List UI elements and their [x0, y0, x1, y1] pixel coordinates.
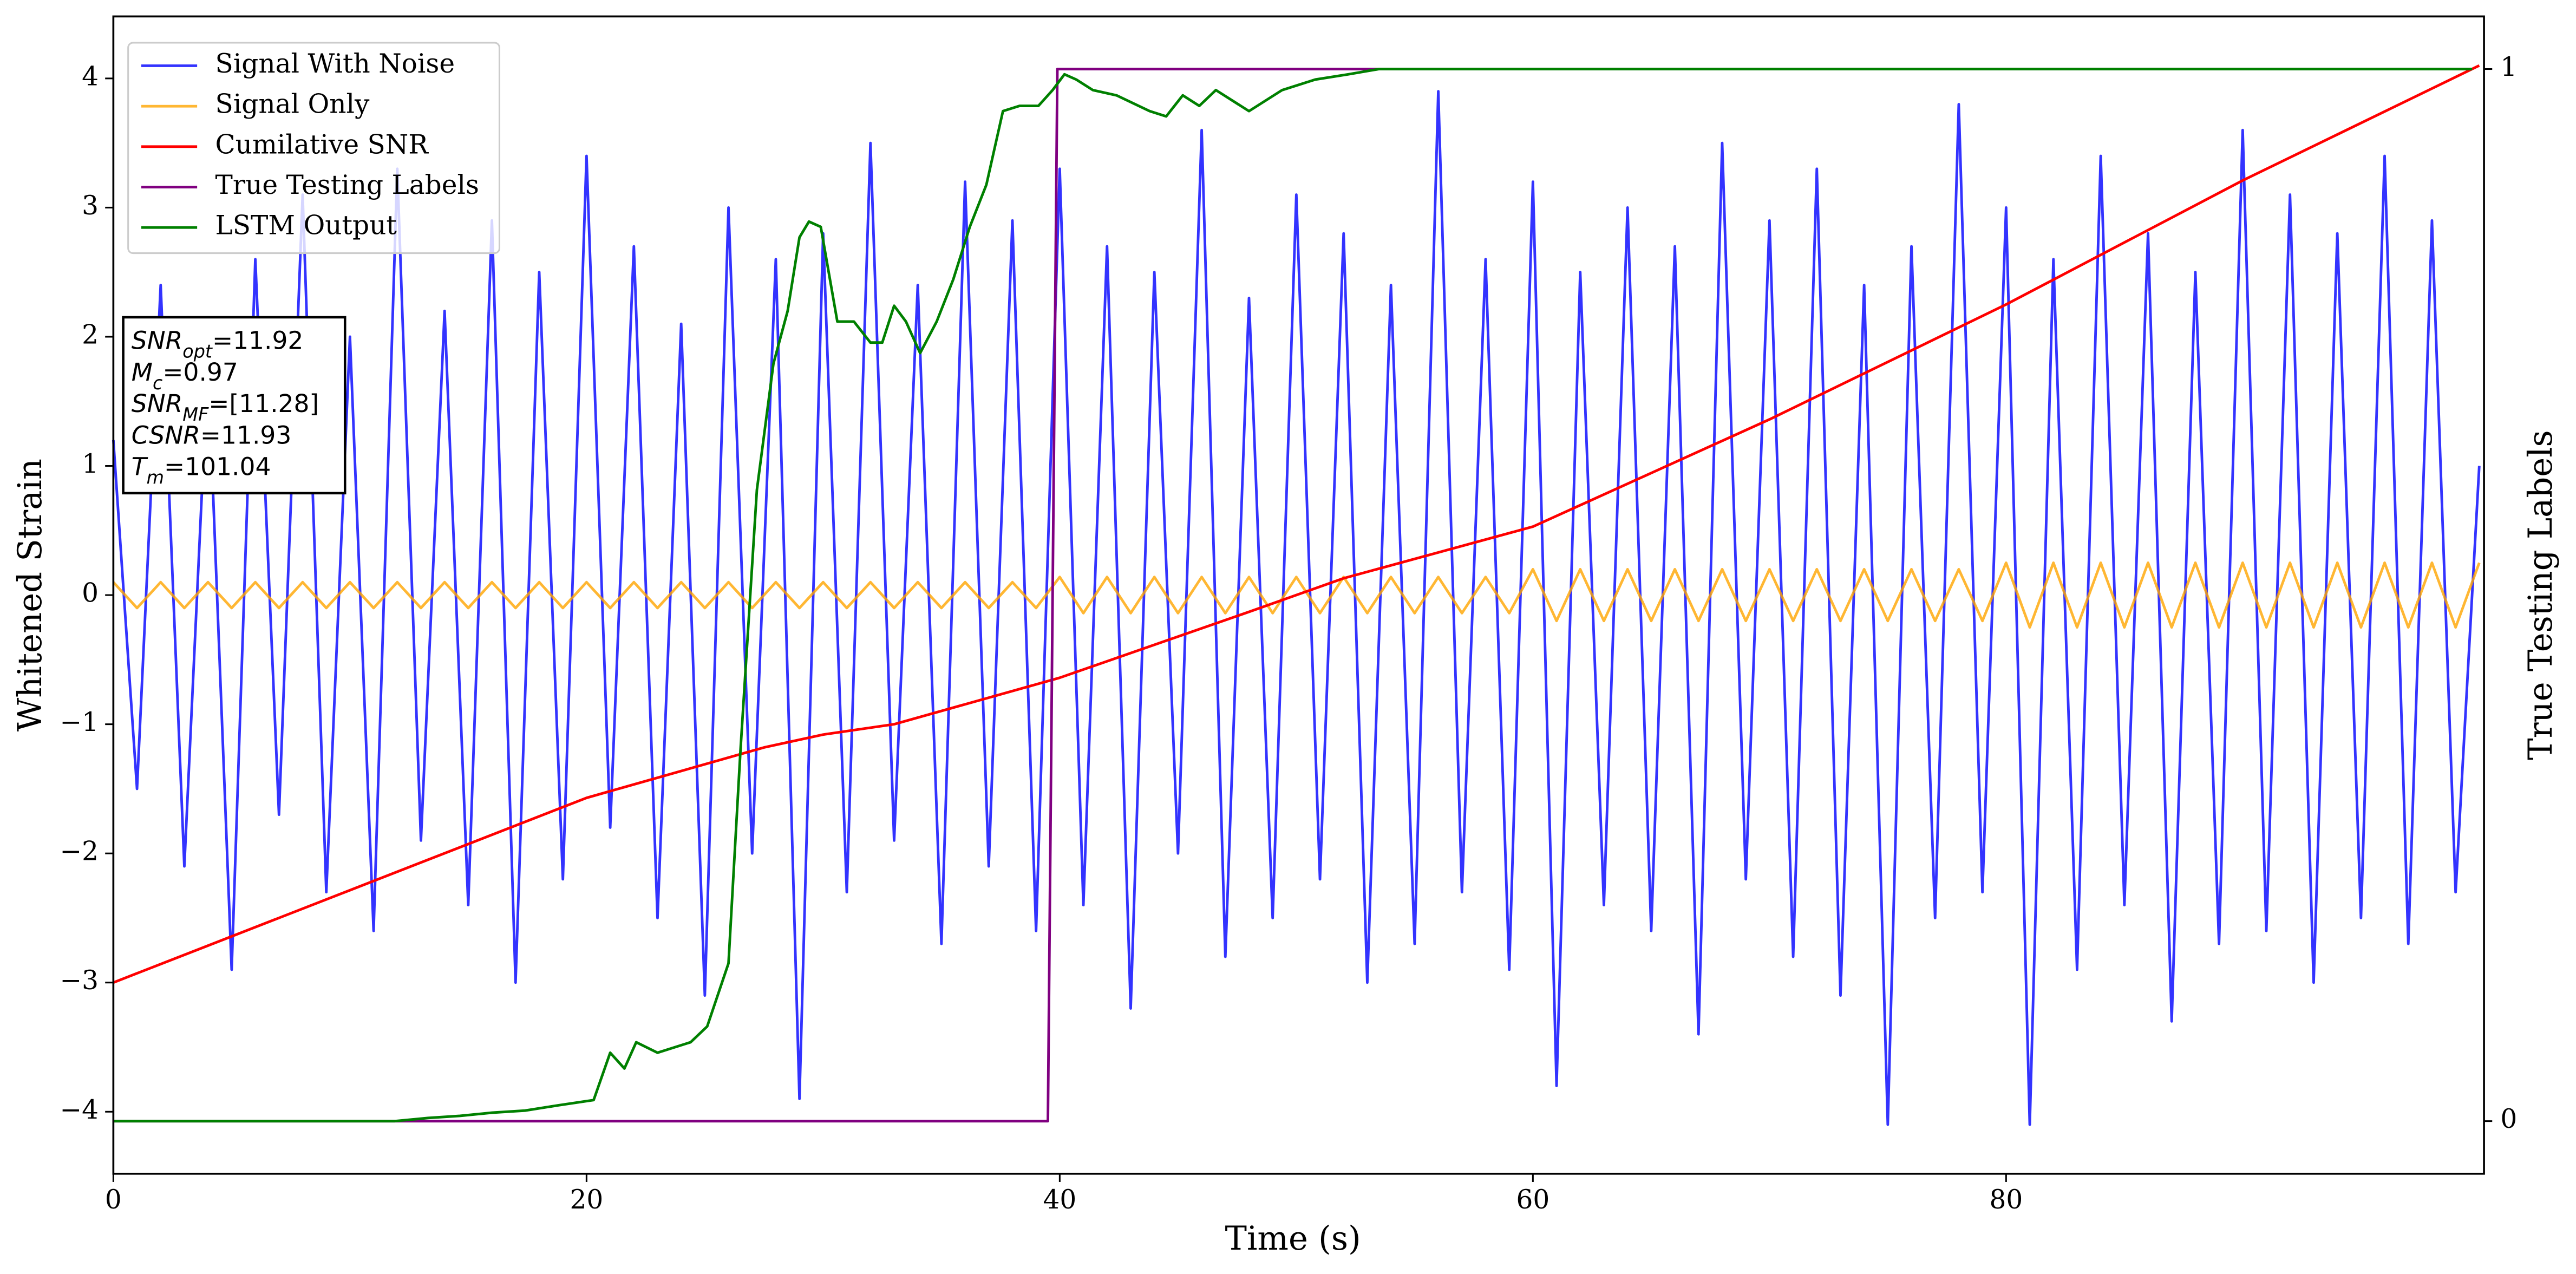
legend-label: Signal With Noise: [215, 49, 455, 79]
x-tick-label: 80: [1989, 1185, 2023, 1215]
y-tick-label: −1: [60, 707, 99, 737]
plot-area: [112, 64, 2481, 1126]
y-tick-label: 2: [82, 319, 99, 350]
annotation-symbol: T: [132, 452, 148, 481]
annotation-value: =11.93: [200, 421, 291, 449]
x-axis-label: Time (s): [1225, 1220, 1361, 1258]
annotation: SNRopt=11.92Mc=0.97SNRMF=[11.28]CSNR=11.…: [122, 316, 346, 495]
series-line: [112, 90, 2481, 1126]
series-line: [113, 68, 2473, 1123]
y-tick-label: −3: [60, 965, 99, 996]
annotation-line: SNRMF=[11.28]: [132, 389, 319, 426]
y-axis-label: Whitened Strain: [11, 459, 49, 731]
annotation-subscript: MF: [182, 404, 209, 425]
annotation-symbol: CSNR: [132, 421, 200, 449]
annotation-line: CSNR=11.93: [132, 421, 292, 449]
series-line: [112, 561, 2481, 629]
x-tick-label: 60: [1516, 1185, 1549, 1215]
x-tick-label: 40: [1043, 1185, 1076, 1215]
annotation-value: =101.04: [164, 452, 271, 481]
y2-tick-label: 1: [2500, 52, 2517, 82]
annotation-line: SNRopt=11.92: [132, 326, 304, 362]
legend-label: Signal Only: [215, 89, 370, 120]
annotation-box: [122, 316, 346, 495]
annotation-symbol: SNR: [132, 389, 183, 418]
annotation-subscript: opt: [182, 341, 213, 362]
legend-label: LSTM Output: [215, 211, 397, 241]
legend-label: True Testing Labels: [215, 170, 479, 200]
annotation-symbol: SNR: [132, 326, 183, 355]
annotation-symbol: M: [132, 357, 153, 386]
y2-axis-label: True Testing Labels: [2522, 430, 2560, 760]
legend-box: [127, 42, 500, 254]
annotation-subscript: c: [153, 373, 162, 394]
annotation-value: =11.92: [212, 326, 303, 355]
y-tick-label: −2: [60, 837, 99, 867]
y-tick-label: 0: [82, 578, 99, 609]
y-tick-label: 4: [82, 61, 99, 92]
x-tick-label: 0: [105, 1185, 122, 1215]
series-line: [113, 64, 2480, 984]
annotation-subscript: m: [147, 467, 165, 488]
legend-label: Cumilative SNR: [215, 129, 429, 160]
legend: Signal With Noise Signal Only Cumilative S…: [127, 42, 500, 254]
y-tick-label: 1: [82, 449, 99, 479]
y2-tick-label: 0: [2500, 1104, 2517, 1134]
annotation-line: Tm=101.04: [132, 452, 271, 488]
y-tick-label: 3: [82, 191, 99, 221]
annotation-value: =0.97: [162, 357, 238, 386]
y-tick-label: −4: [60, 1095, 99, 1125]
annotation-line: Mc=0.97: [132, 357, 238, 394]
annotation-value: =[11.28]: [208, 389, 319, 418]
x-tick-label: 20: [570, 1185, 603, 1215]
